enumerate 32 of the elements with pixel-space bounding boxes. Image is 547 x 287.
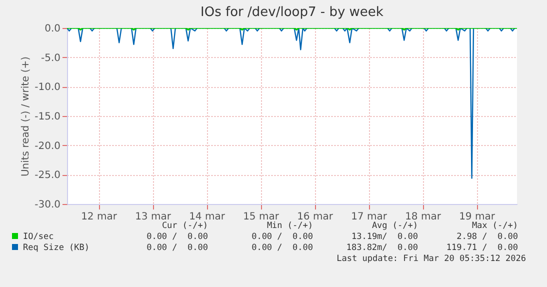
x-tick-label: 19 mar [459,212,496,222]
x-tick-label: 15 mar [243,212,280,222]
y-tick-label: 0.0 [44,24,60,34]
text: 2.98 / 0.00 [456,232,518,243]
text: Max (-/+) [470,221,518,232]
y-tick-label: -20.0 [34,140,60,152]
text: Avg (-/+) [370,221,418,232]
text: Min (-/+) [266,221,313,232]
y-tick-label: -5.0 [40,52,60,64]
text: 0.00 / 0.00 [250,232,313,243]
x-tick-label: 18 mar [405,212,442,222]
text: Cur (-/+) [160,221,208,232]
legend-label: IO/sec [22,232,54,243]
x-tick-label: 13 mar [135,212,172,222]
x-tick-label: 14 mar [189,212,226,222]
y-tick-label: -15.0 [34,112,60,122]
y-tick-label: -30.0 [34,200,60,210]
x-tick-label: 12 mar [81,212,118,222]
y-tick-label: -25.0 [34,170,60,182]
text: 0.00 / 0.00 [146,232,208,243]
text: 183.82m/ 0.00 [345,243,418,254]
x-tick-label: 17 mar [351,212,388,222]
text: 0.00 / 0.00 [146,243,208,254]
chart-title: IOs for /dev/loop7 - by week [200,5,384,20]
y-tick-label: -10.0 [34,82,60,94]
text: 119.71 / 0.00 [445,243,518,254]
x-tick-label: 16 mar [297,212,334,222]
text: 13.19m/ 0.00 [350,232,418,243]
legend-label: Req Size (KB) [22,243,90,254]
text: 0.00 / 0.00 [250,243,313,254]
y-axis-title: Units read (-) / write (+) [20,56,32,177]
text: Last update: Fri Mar 20 05:35:12 2026 [336,254,526,265]
